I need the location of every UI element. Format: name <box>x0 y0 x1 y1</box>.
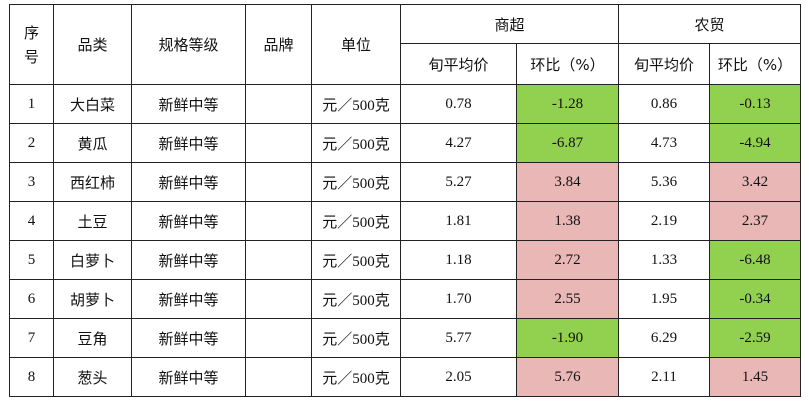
header-supermarket: 商超 <box>399 4 620 44</box>
cell-spec: 新鲜中等 <box>131 84 246 124</box>
table-body: 1 大白菜 新鲜中等 元／500克 0.78 -1.28 0.86 -0.13 2 黄瓜 新鲜中等元… <box>9 84 802 397</box>
cell-sm-price: 1.18 <box>400 240 517 280</box>
cell-mk-ratio: -0.13 <box>709 84 802 124</box>
cell-index: 8 <box>9 357 54 397</box>
cell-spec: 新鲜中等 <box>131 318 246 358</box>
cell-brand <box>245 201 312 241</box>
cell-sm-price: 4.27 <box>400 123 517 163</box>
cell-index: 6 <box>9 279 54 319</box>
cell-mk-ratio: 2.37 <box>709 201 802 241</box>
header-index: 序号 <box>9 4 54 85</box>
cell-spec: 新鲜中等 <box>131 240 246 280</box>
cell-spec: 新鲜中等 <box>131 279 246 319</box>
table-row: 1 大白菜 新鲜中等 元／500克 0.78 -1.28 0.86 -0.13 <box>9 84 802 124</box>
cell-category: 白萝卜 <box>53 240 132 280</box>
cell-sm-price: 5.27 <box>400 162 517 202</box>
cell-sm-price: 1.81 <box>400 201 517 241</box>
cell-brand <box>245 357 312 397</box>
cell-mk-price: 2.11 <box>618 357 711 397</box>
cell-mk-ratio: -2.59 <box>709 318 802 358</box>
cell-index: 7 <box>9 318 54 358</box>
cell-spec: 新鲜中等 <box>131 357 246 397</box>
table-row: 6 胡萝卜 新鲜中等 元／500克 1.70 2.55 1.95 -0.34 <box>9 279 802 319</box>
cell-unit: 元／500克 <box>311 279 401 319</box>
cell-sm-ratio: -1.90 <box>515 318 620 358</box>
cell-unit: 元／500克 <box>311 201 401 241</box>
cell-sm-price: 1.70 <box>400 279 517 319</box>
table-row: 3 西红柿 新鲜中等 元／500克 5.27 3.84 5.36 3.42 <box>9 162 802 202</box>
cell-category: 黄瓜 <box>53 123 132 163</box>
cell-index: 2 <box>9 123 54 163</box>
cell-spec: 新鲜中等 <box>131 123 246 163</box>
cell-mk-price: 4.73 <box>618 123 711 163</box>
cell-category: 豆角 <box>53 318 132 358</box>
header-sm-ratio: 环比（%） <box>515 43 620 85</box>
cell-mk-price: 1.33 <box>618 240 711 280</box>
header-category: 品类 <box>53 4 132 85</box>
cell-unit: 元／500克 <box>311 84 401 124</box>
cell-index: 5 <box>9 240 54 280</box>
cell-sm-price: 2.05 <box>400 357 517 397</box>
table-row: 5 白萝卜 新鲜中等 元／500克 1.18 2.72 1.33 -6.48 <box>9 240 802 280</box>
table-row: 8 葱头 新鲜中等 元／500克 2.05 5.76 2.11 1.45 <box>9 357 802 397</box>
cell-sm-ratio: 1.38 <box>515 201 620 241</box>
header-market: 农贸 <box>618 4 802 44</box>
header-index-label: 序号 <box>24 23 40 66</box>
header-row-top: 序号 品类 规格等级 品牌 单位 商超 农贸 <box>9 4 802 85</box>
table-row: 7 豆角 新鲜中等 元／500克 5.77 -1.90 6.29 -2.59 <box>9 318 802 358</box>
cell-category: 大白菜 <box>53 84 132 124</box>
table-row: 2 黄瓜 新鲜中等 元／500克 4.27 -6.87 4.73 -4.94 <box>9 123 802 163</box>
cell-brand <box>245 84 312 124</box>
header-unit: 单位 <box>311 4 401 85</box>
cell-spec: 新鲜中等 <box>131 162 246 202</box>
cell-mk-price: 5.36 <box>618 162 711 202</box>
cell-mk-ratio: 3.42 <box>709 162 802 202</box>
cell-mk-ratio: -4.94 <box>709 123 802 163</box>
header-mk-ratio: 环比（%） <box>709 43 802 85</box>
cell-unit: 元／500克 <box>311 240 401 280</box>
cell-sm-price: 0.78 <box>400 84 517 124</box>
cell-sm-price: 5.77 <box>400 318 517 358</box>
cell-sm-ratio: 2.72 <box>515 240 620 280</box>
cell-sm-ratio: -6.87 <box>515 123 620 163</box>
cell-index: 4 <box>9 201 54 241</box>
header-spec: 规格等级 <box>131 4 246 85</box>
cell-sm-ratio: 5.76 <box>515 357 620 397</box>
cell-brand <box>245 240 312 280</box>
cell-mk-price: 1.95 <box>618 279 711 319</box>
header-sm-avg-price: 旬平均价 <box>400 43 517 85</box>
cell-index: 3 <box>9 162 54 202</box>
table-row: 4 土豆 新鲜中等 元／500克 1.81 1.38 2.19 2.37 <box>9 201 802 241</box>
cell-brand <box>245 123 312 163</box>
header-row-sub: 旬平均价 环比（%） 旬平均价 环比（%） <box>10 43 802 85</box>
cell-index: 1 <box>9 84 54 124</box>
cell-mk-price: 6.29 <box>618 318 711 358</box>
cell-category: 西红柿 <box>53 162 132 202</box>
cell-sm-ratio: 3.84 <box>515 162 620 202</box>
cell-unit: 元／500克 <box>311 162 401 202</box>
cell-spec: 新鲜中等 <box>131 201 246 241</box>
cell-unit: 元／500克 <box>311 123 401 163</box>
price-table: 序号 品类 规格等级 品牌 单位 商超 农贸 旬平均价 环比（%） 旬平均价 环… <box>9 4 802 397</box>
cell-mk-ratio: -0.34 <box>709 279 802 319</box>
cell-brand <box>245 318 312 358</box>
cell-sm-ratio: -1.28 <box>515 84 620 124</box>
cell-unit: 元／500克 <box>311 357 401 397</box>
cell-brand <box>245 279 312 319</box>
cell-category: 土豆 <box>53 201 132 241</box>
cell-brand <box>245 162 312 202</box>
header-mk-avg-price: 旬平均价 <box>618 43 711 85</box>
cell-mk-price: 0.86 <box>618 84 711 124</box>
cell-category: 胡萝卜 <box>53 279 132 319</box>
cell-mk-ratio: 1.45 <box>709 357 802 397</box>
header-brand: 品牌 <box>245 4 312 85</box>
cell-sm-ratio: 2.55 <box>515 279 620 319</box>
cell-unit: 元／500克 <box>311 318 401 358</box>
cell-category: 葱头 <box>53 357 132 397</box>
cell-mk-price: 2.19 <box>618 201 711 241</box>
cell-mk-ratio: -6.48 <box>709 240 802 280</box>
